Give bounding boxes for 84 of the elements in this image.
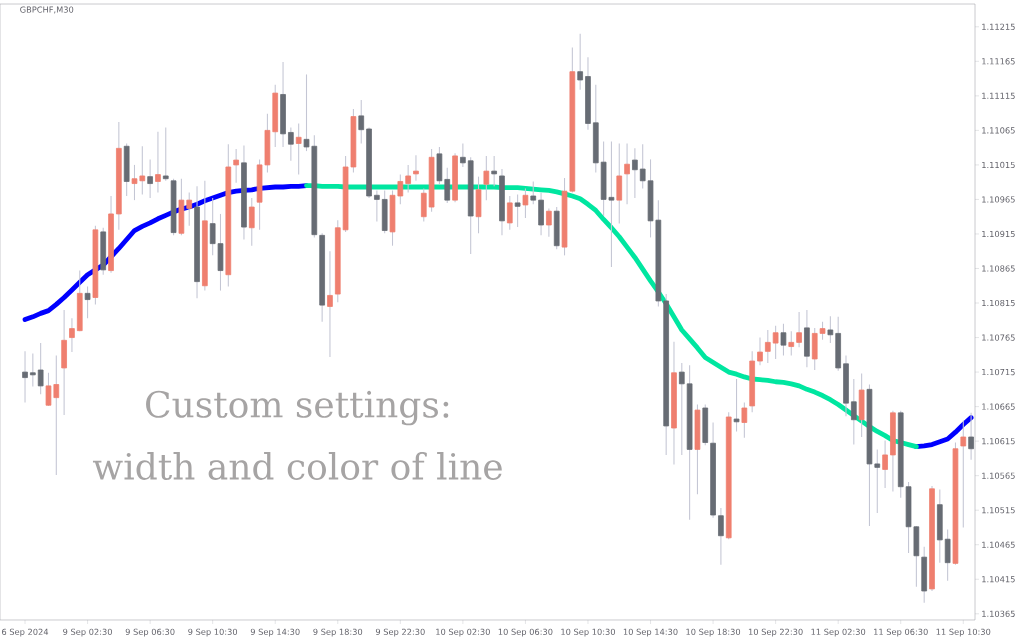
candlestick	[514, 194, 521, 228]
candlestick	[741, 401, 748, 439]
candlestick	[733, 378, 740, 433]
candlestick	[780, 323, 787, 357]
x-tick-label: 10 Sep 14:30	[623, 628, 678, 637]
candlestick	[420, 187, 427, 223]
candlestick	[796, 311, 802, 348]
candlestick	[788, 330, 795, 357]
candlestick	[288, 127, 294, 162]
y-tick-label: 1.10465	[982, 541, 1015, 548]
candlestick	[483, 155, 490, 201]
x-tick-label: 11 Sep 02:30	[811, 628, 866, 637]
candlestick	[248, 197, 255, 247]
x-tick-label: 9 Sep 06:30	[125, 628, 175, 637]
y-tick-label: 1.10765	[982, 334, 1015, 341]
y-tick-label: 1.11015	[982, 161, 1015, 169]
y-tick-label: 1.11165	[982, 58, 1015, 65]
candlestick	[147, 158, 153, 199]
candlestick	[186, 191, 193, 227]
candlestick	[22, 350, 28, 404]
candlestick	[413, 154, 419, 182]
y-tick-label: 1.10365	[982, 610, 1015, 617]
y-tick-label: 1.10965	[982, 196, 1015, 203]
candlestick	[546, 207, 552, 238]
candlestick	[577, 33, 583, 91]
y-tick-label: 1.10665	[982, 403, 1015, 410]
candlestick	[327, 250, 333, 358]
candlestick	[968, 412, 974, 461]
x-tick-label: 9 Sep 10:30	[188, 628, 238, 637]
candlestick	[84, 285, 91, 319]
candlestick	[522, 187, 529, 219]
annotation: Custom settings:	[146, 390, 449, 426]
y-tick-label: 1.11115	[982, 92, 1015, 99]
candlestick	[155, 131, 161, 194]
candlestick	[295, 122, 302, 176]
candlestick	[37, 342, 44, 395]
candlestick	[764, 329, 771, 364]
y-tick-label: 1.10865	[982, 265, 1015, 272]
candlestick	[405, 164, 411, 194]
y-tick-label: 1.10815	[982, 299, 1015, 307]
x-tick-label: 10 Sep 10:30	[561, 628, 615, 637]
x-tick-label: 10 Sep 02:30	[436, 628, 490, 637]
candlestick	[233, 148, 239, 184]
y-tick-label: 1.10415	[982, 576, 1015, 583]
candlestick	[624, 142, 630, 205]
candlestick	[960, 419, 967, 528]
candlestick	[827, 315, 834, 344]
candlestick	[460, 142, 466, 168]
x-tick-label: 9 Sep 02:30	[63, 628, 112, 637]
candlestick	[491, 155, 497, 187]
candlestick	[444, 167, 451, 204]
x-tick-label: 11 Sep 10:30	[936, 628, 991, 637]
candlestick	[772, 325, 779, 360]
candlestick	[632, 147, 638, 199]
chart-title: GBPCHF,M30	[20, 6, 74, 14]
x-tick-label: 10 Sep 18:30	[686, 628, 741, 637]
x-tick-label: 11 Sep 06:30	[874, 628, 928, 637]
candlestick	[358, 99, 365, 145]
x-tick-label: 9 Sep 18:30	[313, 628, 363, 637]
y-tick-label: 1.10615	[982, 438, 1015, 445]
candlestick	[30, 352, 36, 388]
x-tick-label: 9 Sep 14:30	[250, 628, 300, 637]
candlestick	[69, 317, 75, 353]
candlestick	[944, 528, 951, 582]
x-tick-label: 10 Sep 06:30	[498, 628, 553, 637]
candlestick	[530, 180, 537, 205]
candlestick	[718, 507, 724, 566]
candlestick	[757, 337, 763, 366]
candlestick	[506, 195, 513, 231]
candlestick	[678, 362, 685, 456]
x-tick-label: 10 Sep 22:30	[748, 628, 803, 637]
y-tick-label: 1.11065	[982, 127, 1015, 134]
y-tick-label: 1.10715	[982, 368, 1015, 376]
y-tick-label: 1.10515	[982, 507, 1015, 514]
candlestick	[374, 189, 380, 223]
x-tick-label: 6 Sep 2024	[2, 628, 49, 637]
candlestick	[882, 439, 888, 489]
x-tick-label: 9 Sep 22:30	[375, 628, 425, 637]
candlestick	[850, 378, 857, 446]
annotation: width and color of line	[92, 452, 502, 480]
candlestick	[162, 127, 169, 182]
y-tick-label: 1.11215	[982, 23, 1015, 30]
y-tick-label: 1.10915	[982, 230, 1015, 238]
y-tick-label: 1.10565	[982, 472, 1015, 479]
